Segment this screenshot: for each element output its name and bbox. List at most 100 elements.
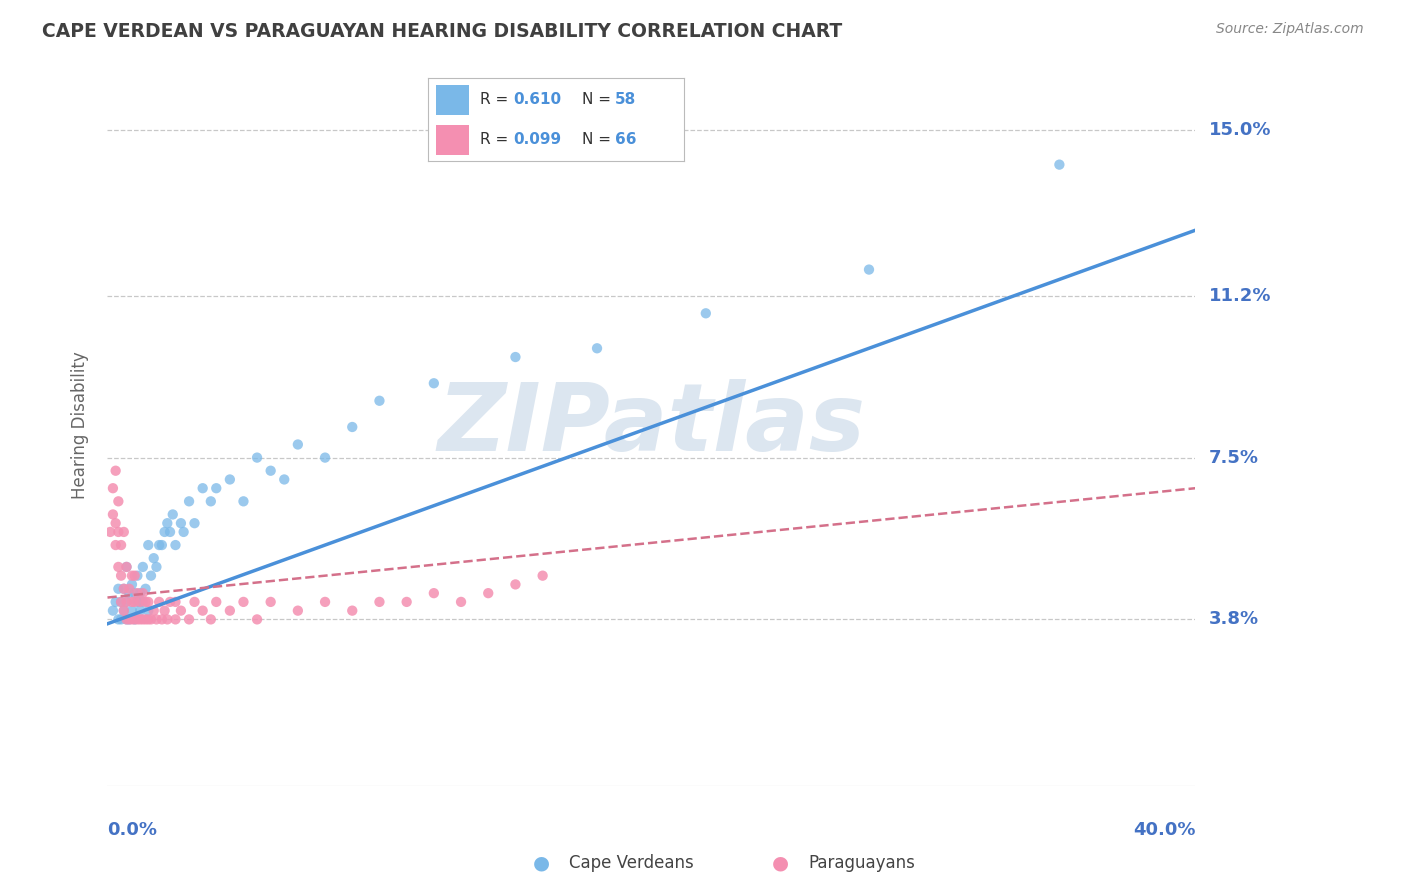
- Point: [110, 538, 132, 552]
- Point: [368, 393, 391, 408]
- Point: [858, 262, 880, 277]
- Point: [121, 568, 143, 582]
- Point: [287, 437, 309, 451]
- Point: [200, 494, 222, 508]
- Point: [246, 612, 269, 626]
- Point: [101, 508, 124, 522]
- Point: [136, 604, 159, 618]
- Point: [273, 473, 295, 487]
- Point: [150, 612, 173, 626]
- Point: [136, 612, 159, 626]
- Point: [112, 524, 135, 539]
- Point: [260, 595, 283, 609]
- Point: [145, 612, 167, 626]
- Text: 7.5%: 7.5%: [1209, 449, 1258, 467]
- Point: [477, 586, 499, 600]
- Point: [136, 595, 159, 609]
- Point: [110, 595, 132, 609]
- Point: [132, 586, 155, 600]
- Point: [505, 577, 527, 591]
- Point: [127, 568, 149, 582]
- Text: Cape Verdeans: Cape Verdeans: [569, 855, 695, 872]
- Point: [115, 612, 138, 626]
- Point: [107, 582, 129, 596]
- Point: [121, 612, 143, 626]
- Point: [104, 538, 127, 552]
- Point: [118, 612, 141, 626]
- Point: [104, 464, 127, 478]
- Point: [205, 595, 228, 609]
- Point: [191, 481, 214, 495]
- Point: [110, 595, 132, 609]
- Point: [342, 420, 364, 434]
- Point: [173, 524, 195, 539]
- Point: [423, 586, 446, 600]
- Point: [200, 612, 222, 626]
- Point: [135, 582, 157, 596]
- Point: [177, 494, 200, 508]
- Point: [124, 568, 146, 582]
- Point: [153, 524, 176, 539]
- Point: [107, 612, 129, 626]
- Point: [148, 595, 170, 609]
- Point: [218, 604, 240, 618]
- Point: [139, 568, 162, 582]
- Point: [104, 516, 127, 531]
- Text: 3.8%: 3.8%: [1209, 610, 1260, 628]
- Point: [153, 604, 176, 618]
- Point: [127, 612, 149, 626]
- Text: 11.2%: 11.2%: [1209, 287, 1271, 305]
- Point: [159, 595, 181, 609]
- Text: Source: ZipAtlas.com: Source: ZipAtlas.com: [1216, 22, 1364, 37]
- Point: [162, 508, 184, 522]
- Point: [118, 582, 141, 596]
- Point: [135, 612, 157, 626]
- Text: 40.0%: 40.0%: [1133, 821, 1195, 838]
- Point: [136, 538, 159, 552]
- Point: [395, 595, 418, 609]
- Point: [145, 560, 167, 574]
- Point: [531, 568, 554, 582]
- Point: [246, 450, 269, 465]
- Point: [101, 604, 124, 618]
- Point: [110, 612, 132, 626]
- Point: [150, 538, 173, 552]
- Point: [177, 612, 200, 626]
- Text: 15.0%: 15.0%: [1209, 120, 1271, 138]
- Text: ●: ●: [533, 854, 550, 872]
- Point: [423, 376, 446, 391]
- Point: [107, 494, 129, 508]
- Point: [170, 516, 193, 531]
- Point: [115, 595, 138, 609]
- Point: [232, 595, 254, 609]
- Text: Paraguayans: Paraguayans: [808, 855, 915, 872]
- Point: [218, 473, 240, 487]
- Point: [101, 481, 124, 495]
- Point: [156, 612, 179, 626]
- Point: [165, 595, 187, 609]
- Point: [98, 524, 121, 539]
- Point: [132, 560, 155, 574]
- Point: [112, 604, 135, 618]
- Point: [260, 464, 283, 478]
- Point: [135, 595, 157, 609]
- Point: [110, 568, 132, 582]
- Point: [127, 586, 149, 600]
- Point: [314, 450, 336, 465]
- Point: [450, 595, 472, 609]
- Point: [156, 516, 179, 531]
- Point: [183, 516, 205, 531]
- Point: [118, 612, 141, 626]
- Point: [159, 524, 181, 539]
- Point: [124, 586, 146, 600]
- Point: [191, 604, 214, 618]
- Point: [129, 604, 152, 618]
- Point: [1047, 158, 1070, 172]
- Point: [205, 481, 228, 495]
- Point: [586, 341, 609, 355]
- Text: Hearing Disability: Hearing Disability: [72, 351, 90, 499]
- Point: [342, 604, 364, 618]
- Point: [121, 595, 143, 609]
- Point: [132, 612, 155, 626]
- Point: [129, 595, 152, 609]
